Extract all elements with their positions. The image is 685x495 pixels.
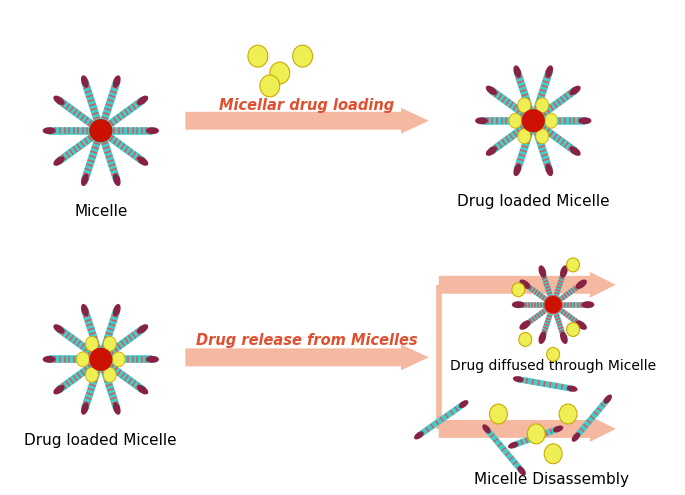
Ellipse shape xyxy=(81,402,88,415)
Ellipse shape xyxy=(527,424,545,444)
Ellipse shape xyxy=(260,75,279,97)
Ellipse shape xyxy=(513,376,524,382)
Ellipse shape xyxy=(137,324,148,334)
Ellipse shape xyxy=(512,283,525,297)
Ellipse shape xyxy=(572,433,580,442)
Ellipse shape xyxy=(513,164,521,176)
Ellipse shape xyxy=(270,62,290,84)
Ellipse shape xyxy=(560,265,568,278)
Text: Drug diffused through Micelle: Drug diffused through Micelle xyxy=(450,359,656,373)
Ellipse shape xyxy=(42,356,55,363)
Ellipse shape xyxy=(545,65,553,78)
Ellipse shape xyxy=(519,333,532,346)
Circle shape xyxy=(90,348,112,370)
Ellipse shape xyxy=(113,75,121,88)
Ellipse shape xyxy=(538,265,546,278)
Ellipse shape xyxy=(519,280,531,289)
Ellipse shape xyxy=(459,400,469,408)
Ellipse shape xyxy=(545,113,558,128)
Ellipse shape xyxy=(518,129,531,144)
Ellipse shape xyxy=(103,337,116,351)
Ellipse shape xyxy=(77,352,89,367)
Ellipse shape xyxy=(536,129,549,144)
Ellipse shape xyxy=(553,426,563,432)
Text: Drug loaded Micelle: Drug loaded Micelle xyxy=(25,433,177,448)
Text: Drug release from Micelles: Drug release from Micelles xyxy=(196,334,417,348)
Text: Drug loaded Micelle: Drug loaded Micelle xyxy=(457,195,610,209)
Ellipse shape xyxy=(86,367,99,382)
Ellipse shape xyxy=(582,301,595,308)
Ellipse shape xyxy=(486,147,497,156)
Ellipse shape xyxy=(566,386,577,392)
Text: Micelle Disassembly: Micelle Disassembly xyxy=(473,472,629,487)
Ellipse shape xyxy=(544,444,562,464)
Ellipse shape xyxy=(248,45,268,67)
Ellipse shape xyxy=(508,442,519,448)
FancyArrow shape xyxy=(439,416,616,442)
Ellipse shape xyxy=(566,323,580,337)
FancyArrow shape xyxy=(186,108,429,134)
Ellipse shape xyxy=(566,258,580,272)
Ellipse shape xyxy=(512,301,525,308)
Ellipse shape xyxy=(538,332,546,344)
Ellipse shape xyxy=(560,332,568,344)
Ellipse shape xyxy=(569,86,581,95)
Text: Micellar drug loading: Micellar drug loading xyxy=(219,98,394,113)
Ellipse shape xyxy=(414,432,423,440)
Ellipse shape xyxy=(490,404,508,424)
Ellipse shape xyxy=(519,320,531,330)
Ellipse shape xyxy=(137,156,148,166)
Circle shape xyxy=(522,110,544,132)
Ellipse shape xyxy=(86,337,99,351)
Circle shape xyxy=(545,297,561,313)
Ellipse shape xyxy=(517,466,526,475)
Ellipse shape xyxy=(113,304,121,316)
Ellipse shape xyxy=(146,127,159,134)
Ellipse shape xyxy=(112,352,125,367)
Ellipse shape xyxy=(575,320,587,330)
Ellipse shape xyxy=(292,45,312,67)
Text: Micelle: Micelle xyxy=(74,204,127,219)
Ellipse shape xyxy=(113,402,121,415)
Ellipse shape xyxy=(482,424,490,434)
Ellipse shape xyxy=(53,385,64,395)
Ellipse shape xyxy=(81,174,88,186)
Ellipse shape xyxy=(475,117,488,124)
Ellipse shape xyxy=(575,280,587,289)
Ellipse shape xyxy=(81,304,88,316)
Ellipse shape xyxy=(486,86,497,95)
Ellipse shape xyxy=(103,367,116,382)
Ellipse shape xyxy=(137,96,148,105)
Ellipse shape xyxy=(53,324,64,334)
Ellipse shape xyxy=(53,156,64,166)
Ellipse shape xyxy=(545,164,553,176)
FancyArrow shape xyxy=(186,345,429,370)
Ellipse shape xyxy=(536,98,549,113)
Ellipse shape xyxy=(513,65,521,78)
Circle shape xyxy=(90,120,112,142)
Ellipse shape xyxy=(81,75,88,88)
Ellipse shape xyxy=(569,147,581,156)
Ellipse shape xyxy=(137,385,148,395)
Ellipse shape xyxy=(547,347,560,361)
Ellipse shape xyxy=(578,117,591,124)
Ellipse shape xyxy=(509,113,522,128)
Ellipse shape xyxy=(146,356,159,363)
Ellipse shape xyxy=(113,174,121,186)
Ellipse shape xyxy=(53,96,64,105)
FancyArrow shape xyxy=(439,272,616,297)
Ellipse shape xyxy=(518,98,531,113)
Ellipse shape xyxy=(42,127,55,134)
Ellipse shape xyxy=(603,395,612,404)
Ellipse shape xyxy=(559,404,577,424)
